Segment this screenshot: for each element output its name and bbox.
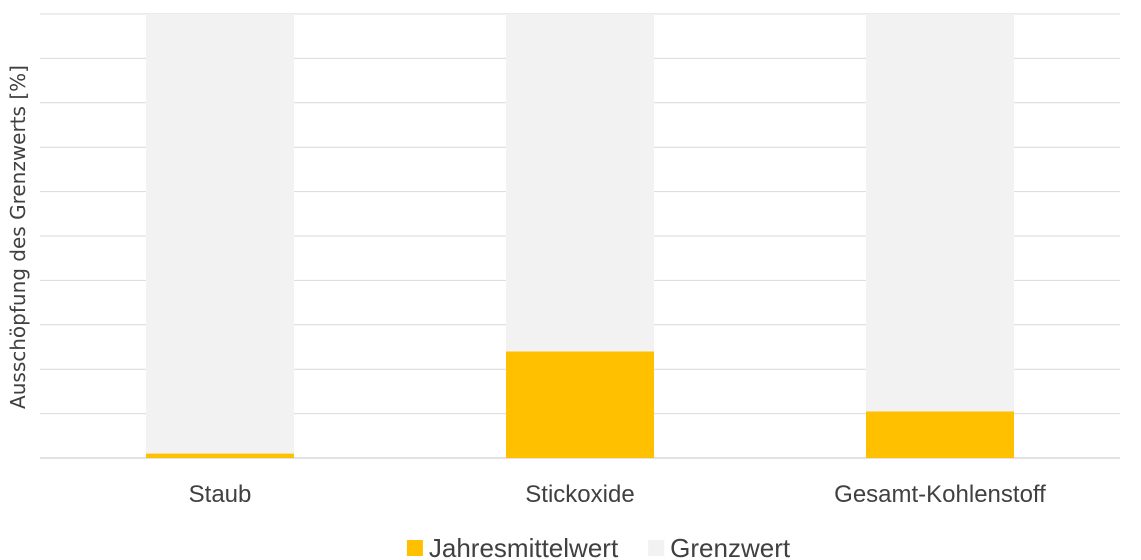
x-tick-label: Staub — [189, 481, 252, 508]
legend-swatch-grenzwert — [648, 540, 665, 556]
legend: Jahresmittelwert Grenzwert — [406, 533, 791, 560]
bar-jahresmittelwert-0 — [146, 453, 294, 458]
x-axis-tick-labels: Staub Stickoxide Gesamt-Kohlenstoff — [189, 481, 1047, 508]
legend-label: Jahresmittelwert — [429, 533, 619, 560]
bar-grenzwert-1 — [506, 14, 654, 352]
bar-grenzwert-0 — [146, 14, 294, 454]
legend-swatch-jahresmittelwert — [406, 540, 423, 556]
bars — [146, 14, 1014, 458]
bar-jahresmittelwert-2 — [866, 411, 1014, 458]
x-tick-label: Stickoxide — [525, 481, 634, 508]
y-axis-label: Ausschöpfung des Grenzwerts [%] — [6, 65, 30, 409]
bar-grenzwert-2 — [866, 14, 1014, 412]
x-tick-label: Gesamt-Kohlenstoff — [834, 481, 1046, 508]
legend-label: Grenzwert — [670, 533, 791, 560]
bar-jahresmittelwert-1 — [506, 351, 654, 458]
